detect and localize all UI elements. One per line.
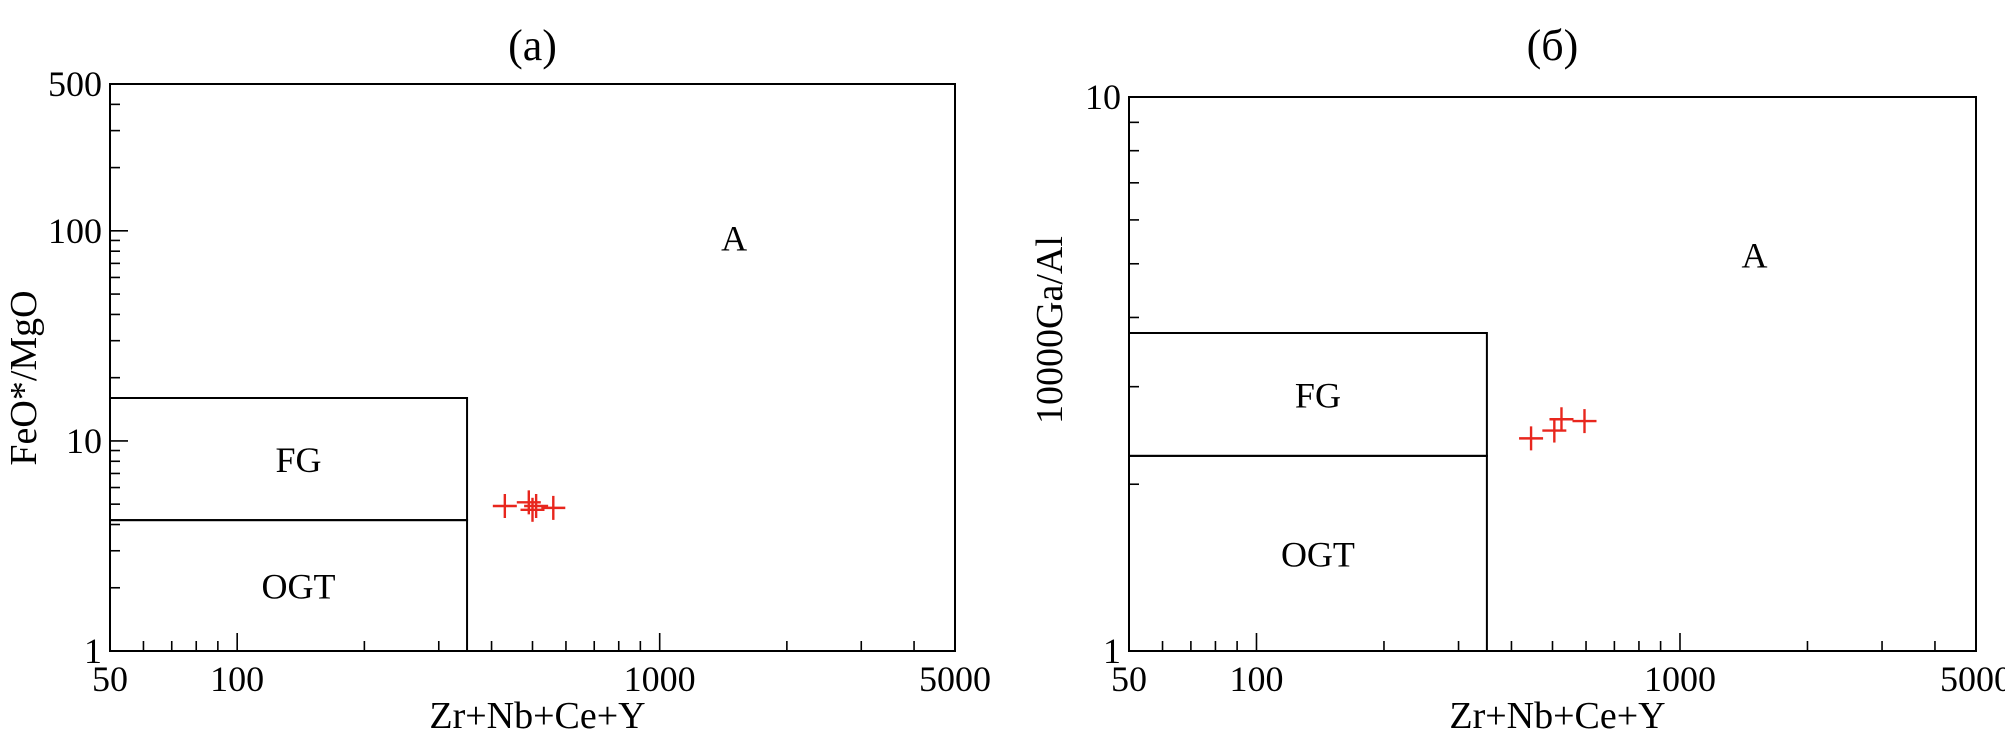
chart-b-x-tick-label: 100 <box>1229 659 1283 699</box>
chart-a-title: (a) <box>508 21 557 70</box>
chart-b-y-tick-label: 1 <box>1103 631 1121 671</box>
chart-a-y-tick-label: 1 <box>84 631 102 671</box>
chart-a-y-axis-label: FeO*/MgO <box>3 290 45 465</box>
chart-a-x-tick-label: 100 <box>210 659 264 699</box>
chart-a-y-tick-label: 500 <box>48 64 102 104</box>
chart-b-data-point <box>1519 426 1544 451</box>
chart-b-data-point <box>1542 418 1567 443</box>
chart-a-region-ogt <box>109 519 469 652</box>
chart-a-region-label-ogt: OGT <box>262 567 336 607</box>
chart-a-data-point <box>492 494 517 519</box>
chart-b-data-point <box>1572 409 1597 434</box>
chart-a-region-label-a: A <box>721 218 747 258</box>
chart-a-region-label-fg: FG <box>276 440 322 480</box>
chart-a-y-tick-label: 10 <box>66 421 102 461</box>
chart-a-x-tick-label: 50 <box>92 659 128 699</box>
chart-a-group: 50 100 1000 5000 1 10 100 500 Zr+Nb+Ce+Y FeO*/MgO… <box>3 21 991 737</box>
chart-b-plot-frame <box>1128 96 1977 652</box>
chart-b-group: 50 100 1000 5000 1 10 Zr+Nb+Ce+Y 10000Ga/Al (б) F… <box>1029 21 2005 737</box>
chart-b-region-label-ogt: OGT <box>1281 534 1355 574</box>
chart-a-data-point <box>541 495 566 520</box>
chart-b-y-tick-label: 10 <box>1085 77 1121 117</box>
chart-b-x-tick-label: 5000 <box>1940 659 2005 699</box>
chart-a-data-point <box>520 497 545 522</box>
chart-b-x-axis-label: Zr+Nb+Ce+Y <box>1449 695 1665 737</box>
chart-a-x-tick-label: 1000 <box>624 659 696 699</box>
chart-a-data-point <box>524 494 549 519</box>
chart-b-x-tick-label: 1000 <box>1644 659 1716 699</box>
chart-b-region-label-fg: FG <box>1295 375 1341 415</box>
chart-b-y-axis-label: 10000Ga/Al <box>1029 236 1071 424</box>
chart-b-data-point <box>1549 407 1574 432</box>
chart-a-x-tick-label: 5000 <box>919 659 991 699</box>
chart-b-region-ogt <box>1128 454 1488 652</box>
chart-b-title: (б) <box>1527 21 1579 70</box>
chart-a-x-axis-label: Zr+Nb+Ce+Y <box>429 695 645 737</box>
chart-b-region-label-a: A <box>1742 235 1768 275</box>
chart-a-plot-frame <box>109 83 956 652</box>
chart-b-x-tick-label: 50 <box>1111 659 1147 699</box>
chart-a-y-tick-label: 100 <box>48 211 102 251</box>
